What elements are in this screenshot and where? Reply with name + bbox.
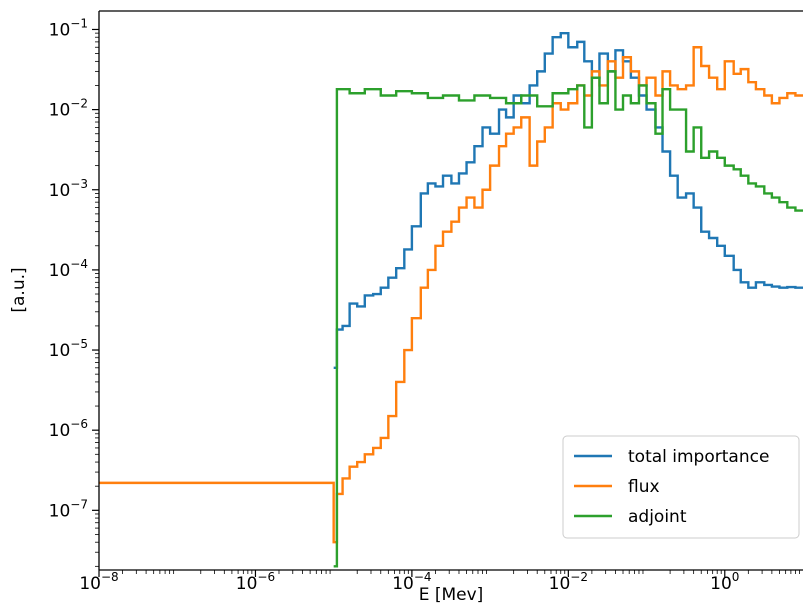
legend-label: total importance bbox=[628, 447, 769, 467]
legend-entries: total importance flux adjoint bbox=[574, 447, 769, 527]
series-line-adjoint bbox=[333, 70, 803, 568]
y-tick-label: 10−3 bbox=[49, 177, 88, 201]
y-tick-label: 10−7 bbox=[49, 497, 88, 521]
x-tick-label: 10−4 bbox=[392, 570, 431, 594]
x-axis-label: E [Mev] bbox=[419, 585, 484, 604]
series-line-flux bbox=[99, 46, 803, 544]
series-line-total-importance bbox=[333, 31, 803, 370]
legend-label: flux bbox=[628, 477, 660, 497]
y-tick-label: 10−2 bbox=[49, 97, 88, 121]
y-tick-label: 10−5 bbox=[49, 337, 88, 361]
y-tick-label: 10−1 bbox=[49, 16, 88, 40]
x-tick-label: 10−2 bbox=[549, 570, 588, 594]
y-tick-label: 10−4 bbox=[49, 257, 88, 281]
legend-frame bbox=[562, 435, 800, 539]
series-layer bbox=[99, 31, 803, 568]
x-tick-label: 10−6 bbox=[236, 570, 275, 594]
y-axis-label: [a.u.] bbox=[9, 267, 29, 312]
y-tick-layer: 10−7 10−6 10−5 10−4 10−3 10−2 10−1 bbox=[49, 16, 99, 567]
axes-layer bbox=[98, 10, 803, 571]
y-tick-label: 10−6 bbox=[49, 417, 88, 441]
legend: total importance flux adjoint bbox=[562, 435, 800, 539]
x-tick-label: 100 bbox=[710, 570, 739, 594]
x-tick-layer: 10−8 10−6 10−4 10−2 100 bbox=[79, 570, 800, 594]
x-tick-label: 10−8 bbox=[79, 570, 118, 594]
legend-label: adjoint bbox=[628, 507, 687, 527]
